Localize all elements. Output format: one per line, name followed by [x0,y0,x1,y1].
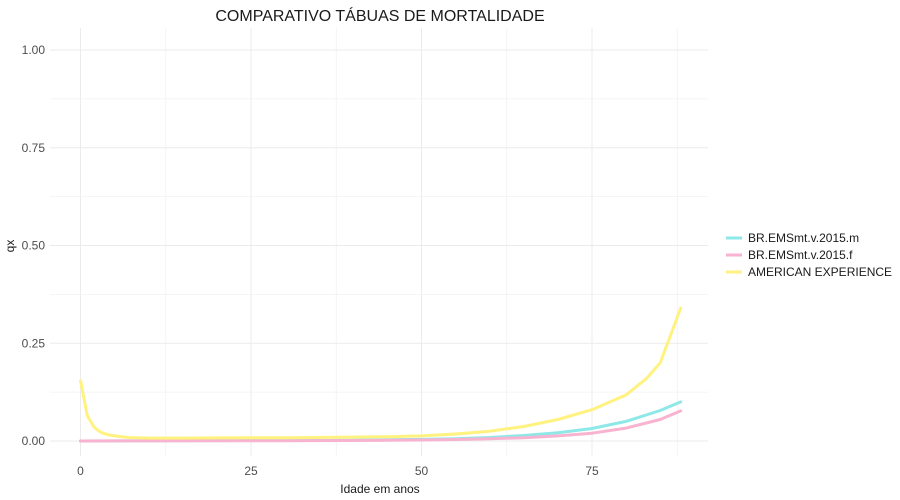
x-tick-label: 75 [585,464,599,478]
chart-title: COMPARATIVO TÁBUAS DE MORTALIDADE [215,8,545,25]
y-tick-label: 0.50 [22,239,46,253]
legend-label: BR.EMSmt.v.2015.f [748,248,853,262]
legend-label: AMERICAN EXPERIENCE [748,265,892,279]
y-tick-label: 0.75 [22,141,46,155]
y-tick-label: 1.00 [22,43,46,57]
y-tick-label: 0.25 [22,336,46,350]
x-tick-label: 50 [415,464,429,478]
y-tick-label: 0.00 [22,434,46,448]
x-axis-title: Idade em anos [340,482,419,496]
series-lines [79,306,683,443]
legend-label: BR.EMSmt.v.2015.m [748,231,859,245]
legend: BR.EMSmt.v.2015.m BR.EMSmt.v.2015.f AMERIC… [726,231,892,279]
series-line [79,306,683,440]
x-tick-label: 25 [244,464,258,478]
axis-ticks: 0 25 50 75 0.00 0.25 0.50 0.75 1.00 [22,43,599,478]
series-line [79,409,683,443]
x-tick-label: 0 [77,464,84,478]
grid [50,28,708,456]
series-line [79,400,683,443]
y-axis-title: qx [3,240,17,253]
